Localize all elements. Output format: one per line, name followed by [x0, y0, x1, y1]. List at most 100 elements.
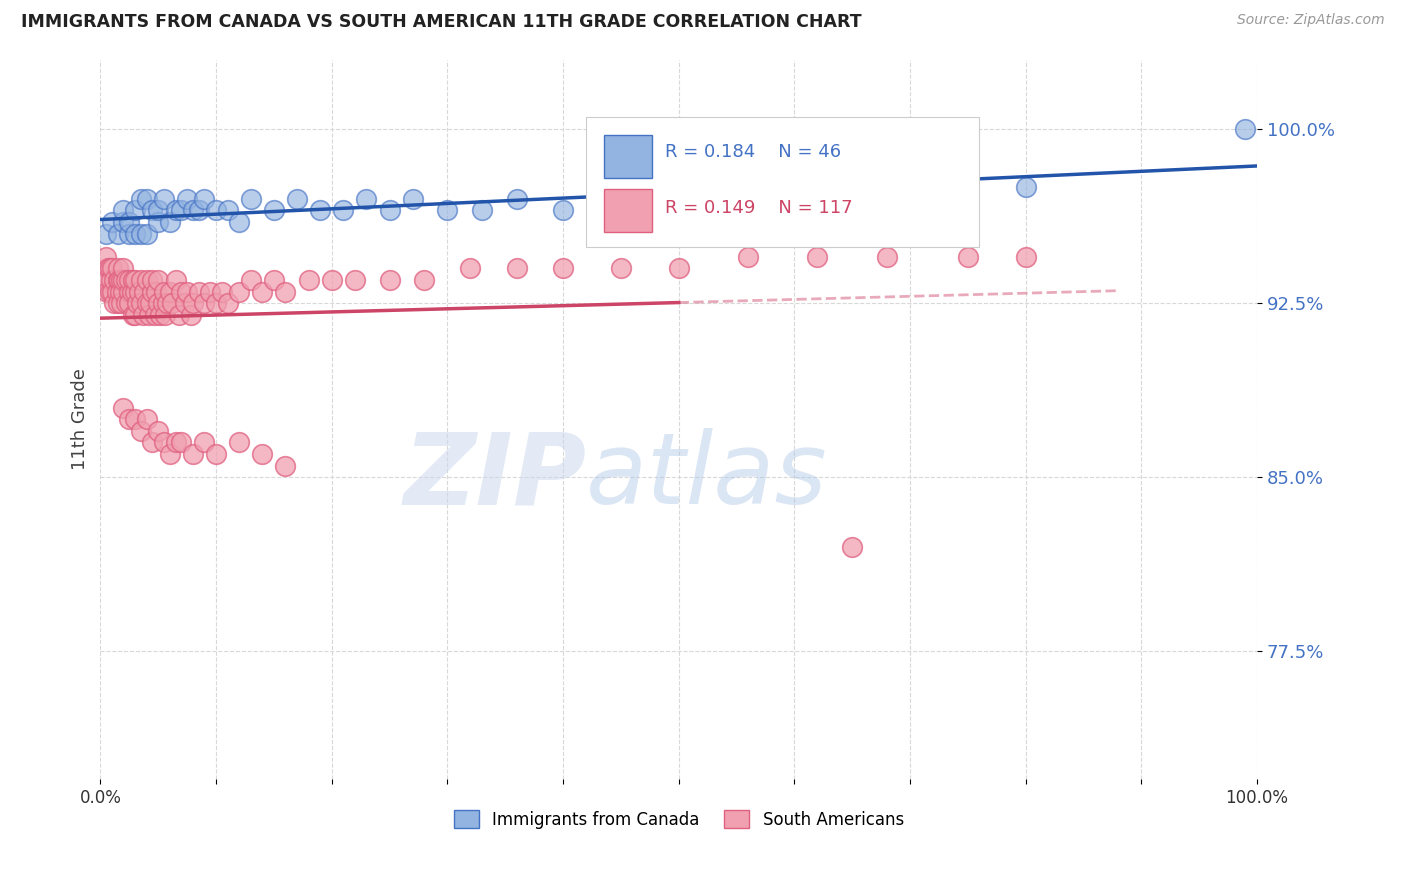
Point [239, 273, 262, 287]
Point [129, 296, 152, 310]
Point [112, 401, 135, 415]
Point [217, 203, 239, 218]
Text: atlas: atlas [586, 428, 828, 525]
Point [94, 250, 117, 264]
Text: R = 0.184    N = 46: R = 0.184 N = 46 [665, 143, 841, 161]
Point [135, 296, 157, 310]
Point [103, 273, 125, 287]
Text: ZIP: ZIP [404, 428, 586, 525]
Point [124, 412, 146, 426]
Point [124, 308, 146, 322]
Point [551, 203, 574, 218]
Point [211, 285, 233, 299]
Point [176, 192, 198, 206]
Point [898, 180, 921, 194]
Point [170, 203, 193, 218]
Point [159, 285, 181, 299]
Point [148, 203, 170, 218]
Point [129, 227, 152, 241]
Point [138, 308, 160, 322]
Point [148, 296, 170, 310]
Point [112, 261, 135, 276]
Point [98, 285, 121, 299]
Point [165, 435, 187, 450]
Point [141, 273, 163, 287]
Point [506, 261, 529, 276]
Point [332, 203, 354, 218]
Point [356, 192, 378, 206]
Point [110, 273, 132, 287]
Point [96, 285, 118, 299]
Legend: Immigrants from Canada, South Americans: Immigrants from Canada, South Americans [447, 804, 911, 835]
Point [121, 285, 143, 299]
Point [148, 215, 170, 229]
Point [239, 192, 262, 206]
Point [180, 308, 202, 322]
Point [141, 203, 163, 218]
Point [112, 215, 135, 229]
Point [148, 273, 170, 287]
Point [141, 435, 163, 450]
Point [252, 447, 274, 461]
Point [228, 215, 250, 229]
Point [107, 227, 129, 241]
Point [378, 203, 401, 218]
Point [118, 296, 141, 310]
Point [124, 227, 146, 241]
Point [193, 435, 215, 450]
Point [274, 285, 297, 299]
Point [118, 285, 141, 299]
Point [378, 273, 401, 287]
Point [124, 203, 146, 218]
Point [181, 203, 204, 218]
Point [103, 296, 125, 310]
Point [690, 203, 713, 218]
Point [112, 203, 135, 218]
Point [145, 285, 167, 299]
Point [176, 285, 198, 299]
Point [141, 285, 163, 299]
Point [160, 296, 183, 310]
Text: IMMIGRANTS FROM CANADA VS SOUTH AMERICAN 11TH GRADE CORRELATION CHART: IMMIGRANTS FROM CANADA VS SOUTH AMERICAN… [21, 13, 862, 31]
Point [193, 296, 215, 310]
FancyBboxPatch shape [586, 117, 980, 246]
Point [956, 250, 979, 264]
Point [114, 273, 136, 287]
Point [170, 435, 193, 450]
Point [94, 227, 117, 241]
Point [107, 273, 129, 287]
Point [101, 215, 124, 229]
Point [460, 261, 482, 276]
Point [876, 250, 898, 264]
Point [610, 261, 633, 276]
Point [181, 296, 204, 310]
Point [108, 273, 131, 287]
Y-axis label: 11th Grade: 11th Grade [72, 368, 89, 470]
Point [228, 435, 250, 450]
Point [114, 296, 136, 310]
Point [252, 285, 274, 299]
Point [118, 227, 141, 241]
Text: R = 0.149    N = 117: R = 0.149 N = 117 [665, 200, 852, 218]
Point [129, 273, 152, 287]
Point [644, 192, 666, 206]
Point [783, 192, 806, 206]
Point [118, 215, 141, 229]
Point [98, 261, 121, 276]
Point [401, 192, 423, 206]
Point [121, 308, 143, 322]
Point [124, 273, 146, 287]
Point [205, 203, 228, 218]
Point [127, 296, 149, 310]
Point [228, 285, 250, 299]
Point [309, 203, 332, 218]
Point [297, 273, 319, 287]
Point [129, 424, 152, 438]
Point [129, 192, 152, 206]
Point [841, 540, 863, 554]
Point [121, 273, 143, 287]
Point [170, 285, 193, 299]
Point [101, 285, 124, 299]
Point [107, 261, 129, 276]
Point [135, 412, 157, 426]
